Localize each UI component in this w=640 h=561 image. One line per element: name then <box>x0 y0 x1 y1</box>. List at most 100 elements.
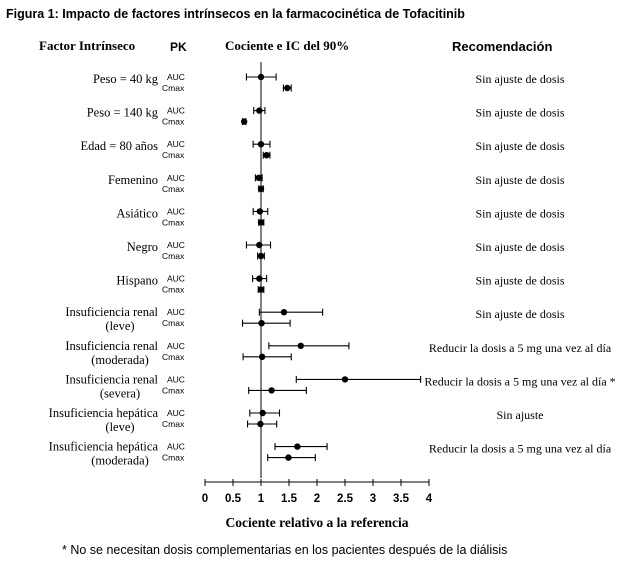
x-tick-label: 3.5 <box>393 493 410 505</box>
pk-label: Cmax <box>162 385 185 395</box>
header-ratio: Cociente e IC del 90% <box>225 38 349 53</box>
pk-label: AUC <box>167 173 185 183</box>
factor-label-line: (severa) <box>100 386 140 400</box>
pk-label: Cmax <box>162 251 185 261</box>
point-estimate <box>256 275 263 282</box>
pk-label: AUC <box>167 139 185 149</box>
point-estimate <box>256 241 263 249</box>
factor-label-line: Insuficiencia hepática <box>49 406 159 420</box>
point-estimate <box>255 174 262 181</box>
pk-label: AUC <box>167 307 185 317</box>
x-axis-label: Cociente relativo a la referencia <box>226 515 409 530</box>
factor-label: Asiático <box>116 206 158 220</box>
pk-label: AUC <box>167 274 185 284</box>
point-estimate <box>258 353 266 360</box>
x-tick-label: 0.5 <box>225 493 242 505</box>
factor-label-line: Asiático <box>116 206 158 220</box>
pk-label: Cmax <box>162 419 185 429</box>
factor-label: Negro <box>127 240 158 254</box>
x-tick-label: 4 <box>426 493 433 505</box>
factor-label: Insuficiencia renal (leve) <box>65 305 158 333</box>
point-estimate <box>284 84 291 92</box>
pk-label: Cmax <box>162 453 185 463</box>
point-estimate <box>297 342 304 349</box>
point-estimate <box>294 443 301 450</box>
factor-label: Edad = 80 años <box>80 139 158 153</box>
point-estimate <box>259 409 266 417</box>
point-estimate <box>256 208 264 215</box>
x-tick-label: 2.5 <box>337 493 354 505</box>
recommendation-label: Sin ajuste de dosis <box>476 139 565 153</box>
recommendation-label: Sin ajuste de dosis <box>476 72 565 86</box>
header-factor: Factor Intrínseco <box>39 38 135 53</box>
recommendation-label: Sin ajuste de dosis <box>476 206 565 220</box>
header-pk: PK <box>170 40 187 54</box>
factor-label-line: Peso = 140 kg <box>87 106 159 120</box>
pk-label: Cmax <box>162 285 185 295</box>
x-tick-label: 3 <box>370 493 376 505</box>
recommendation-label: Reducir la dosis a 5 mg una vez al día * <box>424 374 615 388</box>
recommendation-label: Sin ajuste <box>497 408 544 422</box>
factor-label-line: Insuficiencia renal <box>65 372 158 386</box>
recommendation-label: Sin ajuste de dosis <box>476 274 565 288</box>
factor-label: Insuficiencia renal (severa) <box>65 372 158 400</box>
factor-label: Insuficiencia hepática (leve) <box>49 406 159 434</box>
plot-marks <box>241 73 422 462</box>
pk-label: Cmax <box>162 352 185 362</box>
factor-label-line: (leve) <box>105 420 134 434</box>
header-recommendation: Recomendación <box>452 39 552 54</box>
factor-label-line: Edad = 80 años <box>80 139 158 153</box>
x-tick-label: 1.5 <box>281 493 298 505</box>
pk-label: Cmax <box>162 83 185 93</box>
factor-label: Insuficiencia hepática (moderada) <box>49 440 159 468</box>
recommendation-label: Reducir la dosis a 5 mg una vez al día <box>429 442 612 456</box>
x-axis-ticks: 0 0.5 1 1.5 2 2.5 3 3.5 4 <box>202 479 433 505</box>
factor-label-line: (moderada) <box>91 353 149 367</box>
pk-label: Cmax <box>162 217 185 227</box>
point-estimate <box>285 454 292 461</box>
recommendation-label: Reducir la dosis a 5 mg una vez al día <box>429 341 612 355</box>
recommendation-label: Sin ajuste de dosis <box>476 240 565 254</box>
factor-label: Peso = 140 kg <box>87 106 159 120</box>
factor-label-line: Insuficiencia hepática <box>49 440 159 454</box>
point-estimate <box>258 320 265 327</box>
factor-label-line: Femenino <box>108 173 158 187</box>
footnote: * No se necesitan dosis complementarias … <box>62 543 508 557</box>
point-estimate <box>341 376 349 383</box>
pk-label: AUC <box>167 442 185 452</box>
factor-label: Peso = 40 kg <box>93 72 159 86</box>
recommendation-label: Sin ajuste de dosis <box>476 106 565 120</box>
pk-label: Cmax <box>162 150 185 160</box>
x-tick-label: 1 <box>258 493 265 505</box>
factor-label-line: Peso = 40 kg <box>93 72 159 86</box>
point-estimate <box>263 152 270 159</box>
factor-label: Hispano <box>116 274 158 288</box>
factor-label-line: Insuficiencia renal <box>65 305 158 319</box>
pk-label: AUC <box>167 408 185 418</box>
factor-label-line: Insuficiencia renal <box>65 339 158 353</box>
pk-label: Cmax <box>162 117 185 127</box>
pk-label: AUC <box>167 206 185 216</box>
pk-label: Cmax <box>162 184 185 194</box>
factor-label: Femenino <box>108 173 158 187</box>
factor-label-line: (moderada) <box>91 454 149 468</box>
pk-label: AUC <box>167 106 185 116</box>
x-tick-label: 0 <box>202 493 208 505</box>
x-tick-label: 2 <box>314 493 320 505</box>
factor-label-line: Negro <box>127 240 158 254</box>
recommendation-label: Sin ajuste de dosis <box>476 173 565 187</box>
point-estimate <box>268 387 275 394</box>
factor-label-line: (leve) <box>105 319 134 333</box>
chart-title: Figura 1: Impacto de factores intrínseco… <box>6 7 465 21</box>
recommendation-label: Sin ajuste de dosis <box>476 307 565 321</box>
factor-label: Insuficiencia renal (moderada) <box>65 339 158 367</box>
point-estimate <box>257 420 264 428</box>
point-estimate <box>280 309 288 316</box>
pk-label: AUC <box>167 341 185 351</box>
pk-label: Cmax <box>162 318 185 328</box>
point-estimate <box>241 118 248 125</box>
point-estimate <box>256 107 263 114</box>
factor-label-line: Hispano <box>116 274 158 288</box>
forest-plot: Figura 1: Impacto de factores intrínseco… <box>6 7 616 530</box>
